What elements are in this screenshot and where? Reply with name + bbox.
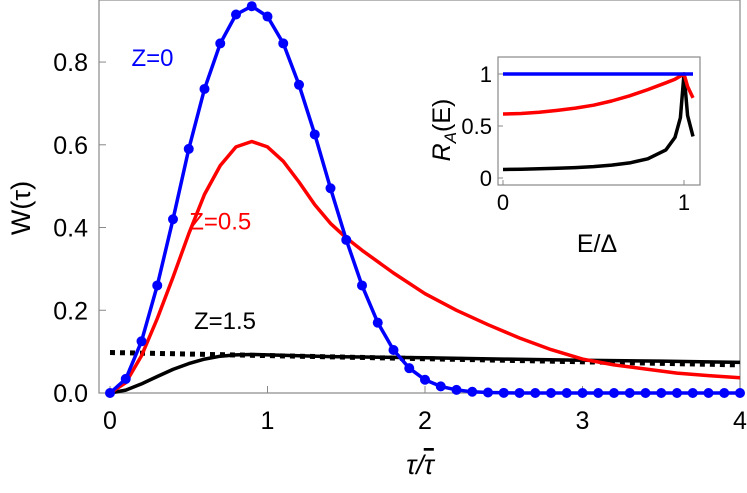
series-point-z0	[168, 214, 178, 225]
series-point-z0	[309, 129, 320, 140]
series-point-z0	[357, 280, 367, 291]
series-point-z0	[105, 388, 115, 398]
series-point-z0	[246, 1, 257, 12]
series-point-z0	[467, 386, 478, 397]
x-axis-title: τ/τ	[406, 450, 436, 480]
inset-series-line	[502, 72, 695, 172]
series-point-z0	[451, 384, 462, 395]
series-point-z0	[262, 11, 273, 22]
y-tick-label: 0.4	[53, 215, 88, 243]
x-tick-label: 3	[576, 407, 590, 435]
series-point-z0	[372, 317, 383, 328]
series-point-z0	[231, 9, 241, 20]
y-tick-label: 0.2	[53, 297, 88, 325]
x-tick-label: 1	[261, 407, 275, 435]
series-point-z0	[561, 388, 572, 398]
series-point-z0	[546, 388, 556, 398]
series-annotation: Z=0	[132, 45, 174, 72]
series-line-z-1-5	[109, 352, 741, 395]
inset-y-tick-label: 0	[480, 166, 492, 191]
series-point-z0	[514, 387, 525, 398]
inset-background	[498, 57, 700, 185]
series-point-z0	[593, 388, 604, 398]
x-tick-label: 4	[733, 407, 747, 435]
series-point-z0	[435, 381, 446, 392]
series-point-z0	[341, 234, 352, 245]
x-tick-label: 0	[103, 407, 117, 435]
series-point-z0	[152, 280, 163, 291]
series-point-z0	[325, 183, 336, 194]
series-point-z0	[183, 143, 194, 154]
y-axis-title: W(τ)	[6, 181, 36, 235]
series-line-z-0-5	[109, 139, 741, 395]
series-point-z0	[530, 388, 541, 398]
series-point-z0	[640, 388, 651, 398]
series-point-z0	[404, 363, 415, 374]
series-point-z0	[624, 388, 635, 398]
main-plot-area	[105, 1, 745, 398]
series-annotation: Z=0.5	[189, 209, 251, 236]
series-point-z0	[294, 79, 304, 90]
inset-y-tick-label: 0.5	[461, 114, 492, 139]
inset-x-tick-label: 0	[497, 190, 509, 215]
series-point-z0	[656, 388, 667, 398]
inset-y-tick-label: 1	[480, 62, 492, 87]
series-point-z0	[278, 38, 289, 49]
y-tick-label: 0.6	[53, 132, 88, 160]
series-point-z0	[609, 388, 619, 398]
main-plot-frame	[98, 0, 741, 394]
inset-x-tick-label: 1	[678, 190, 690, 215]
series-annotation: Z=1.5	[194, 308, 256, 335]
series-point-z0	[672, 388, 682, 398]
series-point-z0	[420, 374, 430, 385]
inset-plot-area	[502, 72, 695, 172]
series-point-z0	[388, 344, 399, 355]
series-point-z0	[199, 83, 210, 94]
series-point-z0	[215, 38, 226, 49]
series-point-z0	[120, 373, 131, 384]
y-tick-label: 0.0	[53, 380, 88, 408]
inset-frame	[497, 56, 701, 186]
series-point-z0	[719, 388, 730, 398]
series-point-z0	[483, 387, 493, 398]
series-point-z0	[136, 336, 147, 347]
series-point-z0	[577, 388, 588, 398]
inset-y-axis-title: RA(E)	[428, 99, 460, 162]
y-tick-label: 0.8	[53, 49, 88, 77]
x-tick-label: 2	[418, 407, 432, 435]
series-point-z0	[498, 387, 509, 398]
series-point-z0	[703, 388, 714, 398]
series-point-z0	[687, 388, 698, 398]
inset-x-axis-title: E/Δ	[577, 230, 617, 258]
series-point-z0	[735, 388, 745, 398]
